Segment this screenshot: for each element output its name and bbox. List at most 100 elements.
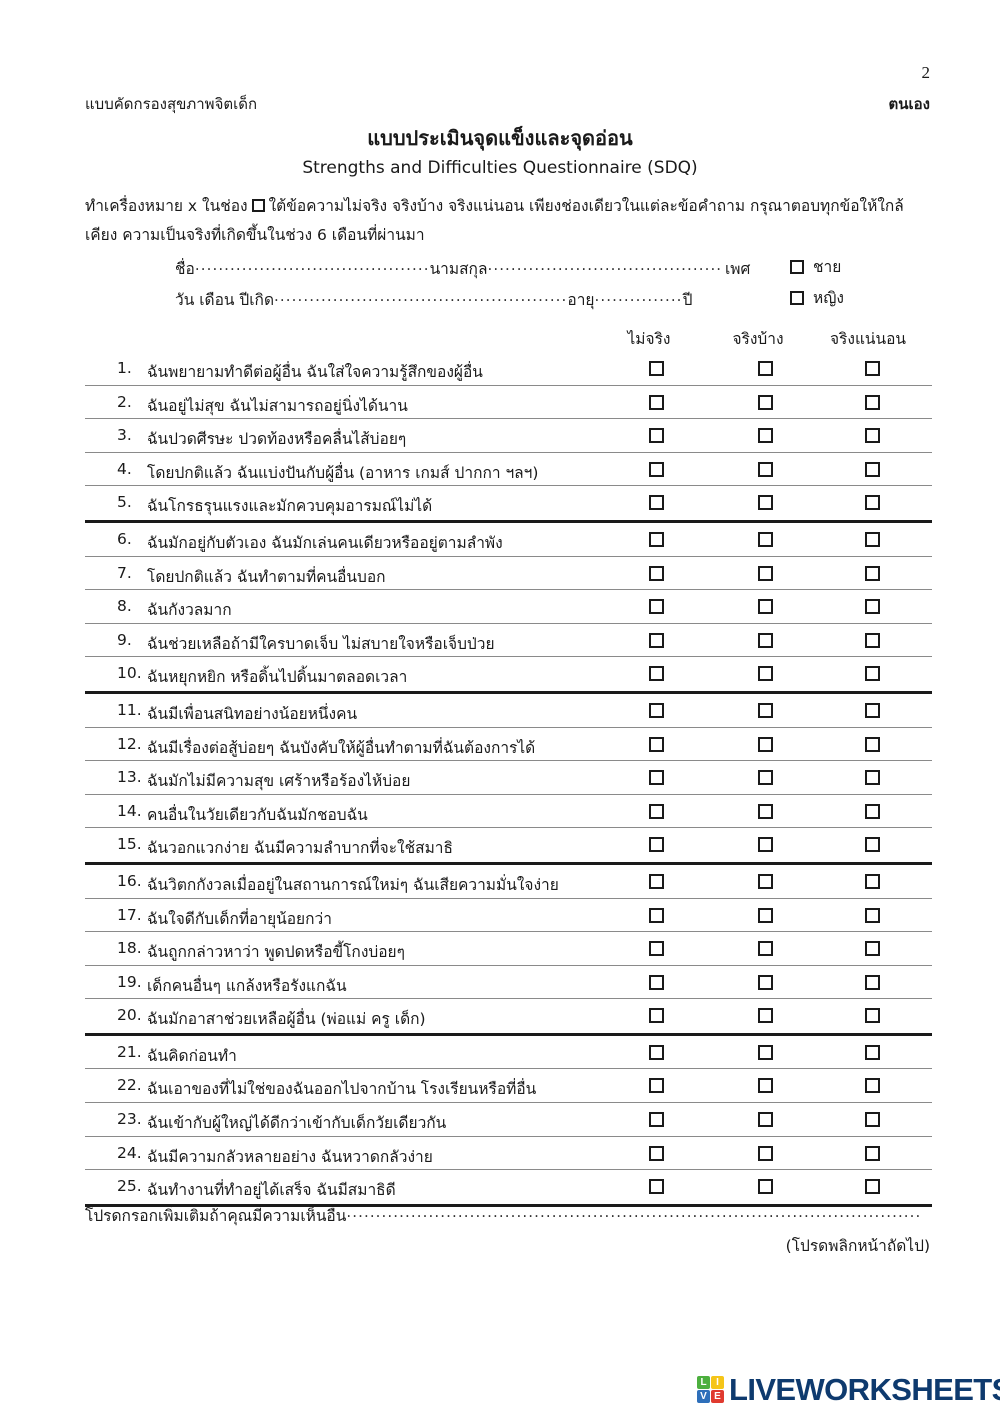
answer-checkbox-certainly_true[interactable] xyxy=(865,394,880,410)
name-input[interactable]: ........................................ xyxy=(194,256,430,274)
answer-checkbox-certainly_true[interactable] xyxy=(865,1078,880,1094)
answer-checkbox-not_true[interactable] xyxy=(649,565,664,581)
answer-checkbox-somewhat_true[interactable] xyxy=(758,361,773,376)
answer-checkbox-certainly_true[interactable] xyxy=(865,1008,880,1024)
answer-checkbox-not_true[interactable] xyxy=(649,1112,664,1128)
logo-tile-i: I xyxy=(711,1376,724,1389)
answer-checkbox-certainly_true[interactable] xyxy=(865,1145,880,1161)
sex-female-checkbox[interactable] xyxy=(790,291,804,305)
comment-field[interactable]: โปรดกรอกเพิ่มเติมถ้าคุณมีความเห็นอื่น...… xyxy=(85,1203,930,1228)
header-right-label: ตนเอง xyxy=(888,95,930,113)
answer-checkbox-not_true[interactable] xyxy=(649,1145,664,1161)
answer-checkbox-certainly_true[interactable] xyxy=(865,873,880,889)
answer-checkbox-not_true[interactable] xyxy=(649,803,664,819)
answer-checkbox-not_true[interactable] xyxy=(649,632,664,648)
age-input[interactable]: ............... xyxy=(594,287,683,305)
answer-checkbox-somewhat_true[interactable] xyxy=(758,394,773,410)
answer-checkbox-certainly_true[interactable] xyxy=(865,531,880,547)
answer-checkbox-certainly_true[interactable] xyxy=(865,461,880,477)
answer-checkbox-certainly_true[interactable] xyxy=(865,702,880,718)
question-number: 25. xyxy=(117,1177,142,1196)
sex-label: เพศ xyxy=(725,260,751,278)
answer-checkbox-somewhat_true[interactable] xyxy=(758,702,773,718)
sex-option-female[interactable]: หญิง xyxy=(790,285,844,310)
answer-checkbox-somewhat_true[interactable] xyxy=(758,599,773,615)
answer-checkbox-somewhat_true[interactable] xyxy=(758,632,773,648)
answer-checkbox-somewhat_true[interactable] xyxy=(758,531,773,547)
surname-label: นามสกุล xyxy=(429,260,488,278)
answer-checkbox-somewhat_true[interactable] xyxy=(758,495,773,511)
answer-checkbox-not_true[interactable] xyxy=(649,974,664,990)
answer-checkbox-somewhat_true[interactable] xyxy=(758,974,773,990)
answer-checkbox-somewhat_true[interactable] xyxy=(758,1145,773,1161)
answer-checkbox-not_true[interactable] xyxy=(649,666,664,682)
answer-checkbox-certainly_true[interactable] xyxy=(865,974,880,990)
answer-checkbox-somewhat_true[interactable] xyxy=(758,666,773,682)
answer-checkbox-somewhat_true[interactable] xyxy=(758,736,773,752)
answer-checkbox-certainly_true[interactable] xyxy=(865,907,880,923)
answer-checkbox-certainly_true[interactable] xyxy=(865,361,880,376)
answer-checkbox-somewhat_true[interactable] xyxy=(758,1008,773,1024)
answer-checkbox-certainly_true[interactable] xyxy=(865,770,880,786)
answer-checkbox-not_true[interactable] xyxy=(649,599,664,615)
answer-checkbox-not_true[interactable] xyxy=(649,1008,664,1024)
answer-checkbox-somewhat_true[interactable] xyxy=(758,565,773,581)
answer-checkbox-not_true[interactable] xyxy=(649,1044,664,1060)
answer-checkbox-not_true[interactable] xyxy=(649,461,664,477)
sex-male-label: ชาย xyxy=(813,258,842,276)
answer-checkbox-somewhat_true[interactable] xyxy=(758,770,773,786)
question-text: ฉันเข้ากับผู้ใหญ่ได้ดีกว่าเข้ากับเด็กวัย… xyxy=(147,1114,447,1133)
answer-checkbox-certainly_true[interactable] xyxy=(865,941,880,957)
answer-checkbox-somewhat_true[interactable] xyxy=(758,907,773,923)
answer-checkbox-not_true[interactable] xyxy=(649,531,664,547)
question-number: 14. xyxy=(117,801,142,820)
answer-checkbox-somewhat_true[interactable] xyxy=(758,1044,773,1060)
answer-checkbox-not_true[interactable] xyxy=(649,1078,664,1094)
answer-checkbox-not_true[interactable] xyxy=(649,837,664,853)
sex-option-male[interactable]: ชาย xyxy=(790,254,841,279)
answer-checkbox-certainly_true[interactable] xyxy=(865,1179,880,1195)
answer-checkbox-not_true[interactable] xyxy=(649,873,664,889)
answer-checkbox-certainly_true[interactable] xyxy=(865,495,880,511)
answer-checkbox-certainly_true[interactable] xyxy=(865,1044,880,1060)
answer-checkbox-not_true[interactable] xyxy=(649,428,664,444)
answer-checkbox-somewhat_true[interactable] xyxy=(758,461,773,477)
question-row: 13. ฉันมักไม่มีความสุข เศร้าหรือร้องไห้บ่… xyxy=(85,761,932,795)
answer-checkbox-certainly_true[interactable] xyxy=(865,803,880,819)
answer-checkbox-somewhat_true[interactable] xyxy=(758,428,773,444)
answer-checkbox-somewhat_true[interactable] xyxy=(758,873,773,889)
answer-checkbox-not_true[interactable] xyxy=(649,770,664,786)
answer-checkbox-certainly_true[interactable] xyxy=(865,565,880,581)
answer-checkbox-somewhat_true[interactable] xyxy=(758,941,773,957)
answer-checkbox-not_true[interactable] xyxy=(649,702,664,718)
answer-checkbox-certainly_true[interactable] xyxy=(865,837,880,853)
instructions-part3: ความเป็นจริงที่เกิดขึ้นในช่วง 6 เดือนที่… xyxy=(122,226,425,244)
answer-checkbox-certainly_true[interactable] xyxy=(865,1112,880,1128)
surname-input[interactable]: ........................................ xyxy=(487,256,723,274)
answer-checkbox-certainly_true[interactable] xyxy=(865,428,880,444)
answer-checkbox-certainly_true[interactable] xyxy=(865,599,880,615)
answer-checkbox-not_true[interactable] xyxy=(649,394,664,410)
answer-checkbox-not_true[interactable] xyxy=(649,736,664,752)
answer-checkbox-not_true[interactable] xyxy=(649,941,664,957)
sex-male-checkbox[interactable] xyxy=(790,260,804,274)
answer-checkbox-somewhat_true[interactable] xyxy=(758,1078,773,1094)
answer-checkbox-not_true[interactable] xyxy=(649,907,664,923)
answer-checkbox-certainly_true[interactable] xyxy=(865,632,880,648)
answer-checkbox-somewhat_true[interactable] xyxy=(758,1112,773,1128)
question-text: โดยปกติแล้ว ฉันแบ่งปันกับผู้อื่น (อาหาร … xyxy=(147,463,539,482)
answer-checkbox-certainly_true[interactable] xyxy=(865,666,880,682)
answer-checkbox-somewhat_true[interactable] xyxy=(758,1179,773,1195)
answer-checkbox-somewhat_true[interactable] xyxy=(758,803,773,819)
answer-checkbox-not_true[interactable] xyxy=(649,495,664,511)
answer-checkbox-certainly_true[interactable] xyxy=(865,736,880,752)
question-number: 20. xyxy=(117,1006,142,1025)
answer-checkbox-not_true[interactable] xyxy=(649,361,664,376)
dob-input[interactable]: ........................................… xyxy=(274,287,568,305)
comment-input[interactable]: ........................................… xyxy=(346,1203,922,1221)
answer-checkbox-somewhat_true[interactable] xyxy=(758,837,773,853)
answer-checkbox-not_true[interactable] xyxy=(649,1179,664,1195)
column-header-somewhat-true: จริงบ้าง xyxy=(732,330,784,348)
